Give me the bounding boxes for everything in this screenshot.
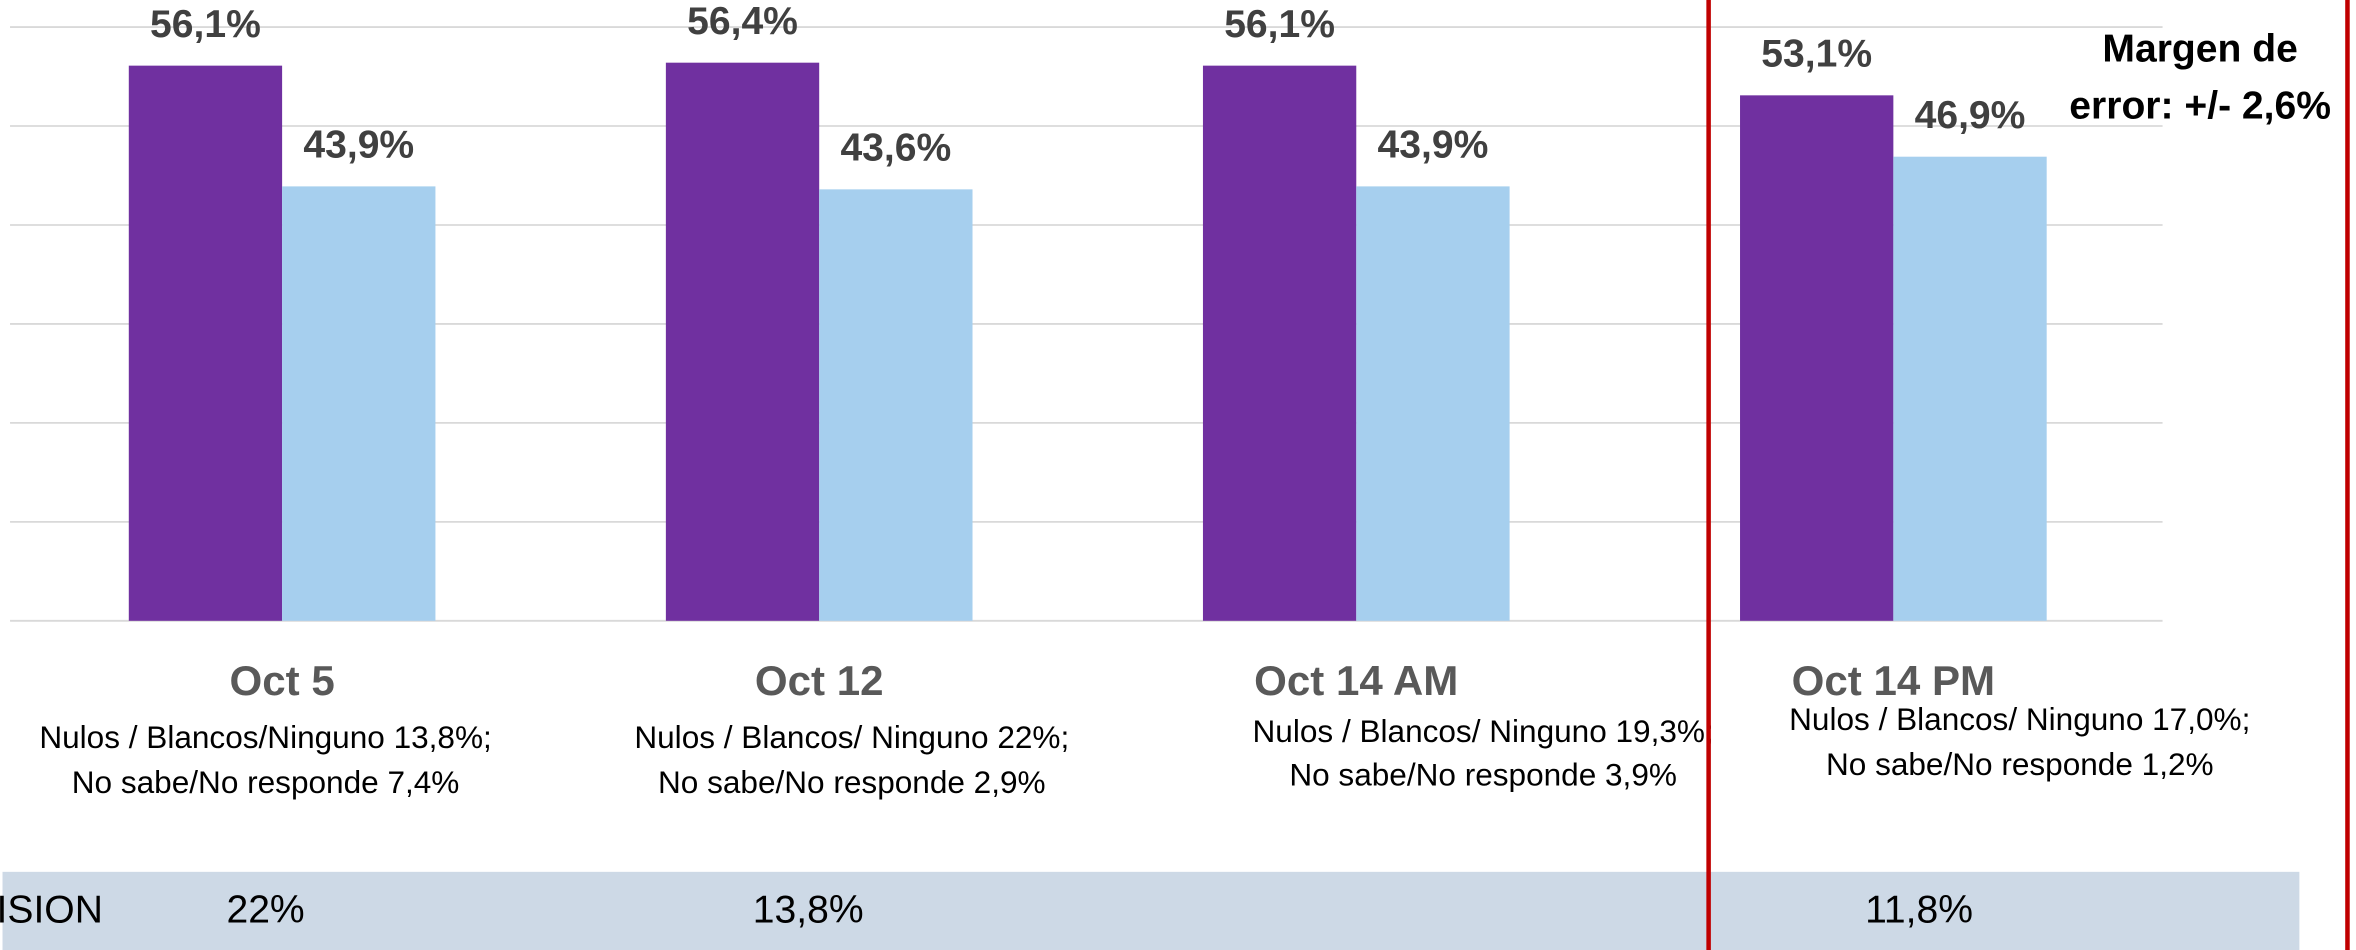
- category-note: Nulos / Blancos/Ninguno 13,8%;: [39, 719, 491, 755]
- bar: [128, 65, 283, 621]
- value-label: 46,9%: [1915, 94, 2026, 137]
- x-tick-label: Oct 5: [229, 657, 334, 704]
- bar: [1202, 65, 1357, 621]
- row-value: 13,8%: [753, 889, 864, 932]
- row-value: 11,8%: [1865, 889, 1973, 932]
- category-note: Nulos / Blancos/ Ninguno 22%;: [634, 719, 1069, 755]
- annotation: Margen de: [2102, 27, 2297, 70]
- category-note: No sabe/No responde 2,9%: [658, 764, 1046, 800]
- value-label: 43,6%: [840, 127, 951, 170]
- value-label: 56,1%: [1224, 3, 1335, 46]
- bar: [1740, 95, 1894, 621]
- bar: [1356, 186, 1510, 621]
- category-note: No sabe/No responde 7,4%: [72, 764, 460, 800]
- annotation: error: +/- 2,6%: [2069, 85, 2331, 128]
- highlight-box: [1706, 0, 2350, 950]
- x-tick-label: Oct 12: [755, 657, 884, 704]
- category-note: Nulos / Blancos/ Ninguno 17,0%;: [1789, 701, 2250, 737]
- category-note: No sabe/No responde 1,2%: [1826, 746, 2214, 782]
- row-value: 22%: [226, 889, 304, 932]
- category-note: No sabe/No responde 3,9%: [1289, 756, 1677, 792]
- bar: [282, 186, 436, 621]
- bar: [819, 189, 973, 621]
- value-label: 56,4%: [687, 0, 798, 43]
- bar: [1893, 156, 2047, 621]
- category-note: Nulos / Blancos/ Ninguno 19,3%;: [1253, 713, 1714, 749]
- value-label: 43,9%: [1378, 124, 1489, 167]
- bar: [665, 62, 820, 621]
- bottom-band: [2, 871, 2300, 950]
- x-tick-label: Oct 14 PM: [1792, 657, 1995, 704]
- value-label: 53,1%: [1761, 33, 1872, 76]
- x-tick-label: Oct 14 AM: [1254, 657, 1458, 704]
- value-label: 43,9%: [303, 124, 414, 167]
- value-label: 56,1%: [150, 3, 261, 46]
- row-label: ISION: [0, 889, 103, 932]
